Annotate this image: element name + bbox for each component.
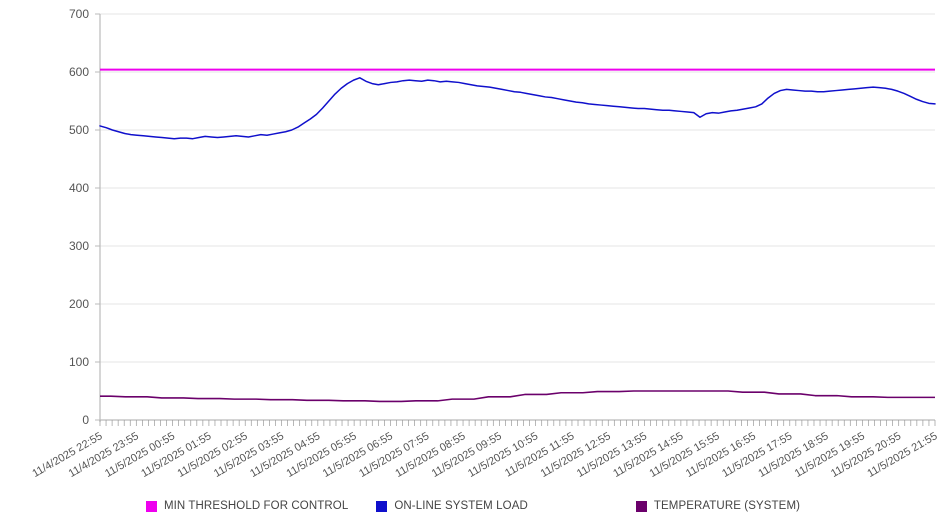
y-tick-label: 0	[82, 413, 89, 427]
series-line-temperature-system	[100, 390, 935, 403]
legend-item-online-system-load[interactable]: ON-LINE SYSTEM LOAD	[376, 500, 528, 512]
y-tick-label: 600	[69, 65, 89, 79]
legend-label-online-system-load: ON-LINE SYSTEM LOAD	[394, 500, 528, 512]
series-line-online-system-load	[99, 77, 936, 140]
legend-label-temperature-system: TEMPERATURE (SYSTEM)	[653, 500, 801, 512]
y-tick-label: 300	[69, 239, 89, 253]
legend-swatch-min-threshold	[145, 500, 157, 512]
y-tick-label: 400	[69, 181, 89, 195]
legend-swatch-online-system-load	[376, 500, 388, 512]
legend-item-min-threshold[interactable]: MIN THRESHOLD FOR CONTROL	[145, 500, 349, 512]
y-axis-tick-labels: 0 100 200 300 400 500 600 700	[69, 7, 89, 427]
y-tick-label: 700	[69, 7, 89, 21]
y-tick-label: 200	[69, 297, 89, 311]
plot-area: 0 100 200 300 400 500 600 700	[69, 7, 936, 427]
y-tick-label: 100	[69, 355, 89, 369]
axes-group	[99, 14, 935, 422]
legend-swatch-temperature-system	[635, 500, 647, 512]
legend-label-min-threshold: MIN THRESHOLD FOR CONTROL	[163, 500, 349, 512]
y-tick-label: 500	[69, 123, 89, 137]
chart-svg: 0 100 200 300 400 500 600 700	[69, 7, 936, 427]
legend-item-temperature-system[interactable]: TEMPERATURE (SYSTEM)	[635, 500, 801, 512]
chart-legend: MIN THRESHOLD FOR CONTROL ON-LINE SYSTEM…	[0, 494, 946, 518]
x-axis-minor-ticks	[99, 420, 936, 426]
gridlines-group	[95, 13, 935, 421]
data-series-group	[99, 68, 936, 403]
